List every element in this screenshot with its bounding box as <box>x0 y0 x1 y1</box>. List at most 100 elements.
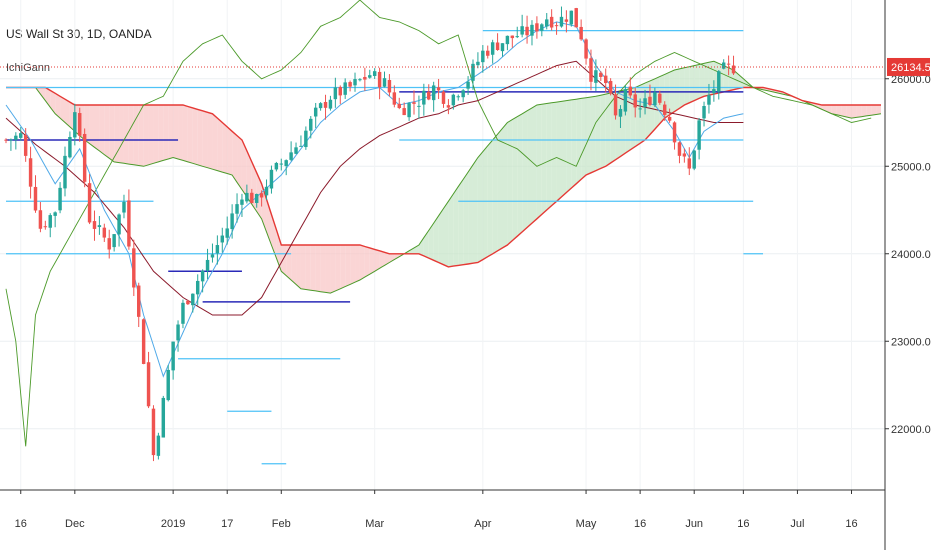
candle-body <box>279 163 284 165</box>
time-tick-label: 16 <box>737 518 749 530</box>
candle-body <box>245 192 249 202</box>
cloud-segment <box>448 193 454 267</box>
cloud-segment <box>556 101 562 202</box>
candle-body <box>9 139 13 141</box>
candle-body <box>436 87 441 91</box>
chart-title: US Wall St 30, 1D, OANDA <box>6 27 152 41</box>
candle-body <box>14 135 18 140</box>
price-axis-panel <box>885 0 932 550</box>
cloud-segment <box>364 246 370 278</box>
cloud-segment <box>55 93 61 119</box>
cloud-segment <box>640 83 646 144</box>
cloud-segment <box>143 105 149 167</box>
candle-body <box>564 19 569 22</box>
candle-body <box>677 142 682 156</box>
cloud-segment <box>123 105 129 165</box>
cloud-segment <box>428 223 434 261</box>
cloud-segment <box>699 63 705 99</box>
candle-body <box>431 85 436 101</box>
candle-body <box>584 39 588 59</box>
price-tick-label: 24000.0 <box>891 249 931 261</box>
cloud-segment <box>291 245 297 285</box>
candle-body <box>205 259 210 271</box>
cloud-segment <box>266 199 272 245</box>
cloud-segment <box>694 64 700 101</box>
candle-body <box>73 112 77 138</box>
candle-body <box>633 94 637 108</box>
cloud-segment <box>541 103 547 215</box>
candle-body <box>599 72 603 77</box>
candle-body <box>191 293 195 306</box>
candle-body <box>210 254 215 258</box>
candle-body <box>117 214 121 235</box>
candle-body <box>613 94 618 116</box>
candle-body <box>662 104 667 115</box>
candle-body <box>628 86 633 96</box>
candle-body <box>658 93 662 103</box>
cloud-segment <box>841 105 847 118</box>
price-tick-label: 26000.0 <box>891 74 931 86</box>
candle-body <box>200 270 205 282</box>
cloud-segment <box>389 253 395 263</box>
tenkan-sen-line <box>5 21 744 378</box>
cloud-segment <box>384 252 390 266</box>
candle-body <box>495 42 500 50</box>
cloud-segment <box>60 96 65 123</box>
candle-body <box>141 319 146 364</box>
candle-body <box>151 408 156 456</box>
cloud-segment <box>409 247 415 254</box>
candle-body <box>530 24 534 36</box>
candle-body <box>653 92 657 106</box>
candle-body <box>146 362 151 407</box>
candle-body <box>456 96 460 98</box>
candle-body <box>579 26 583 40</box>
cloud-segment <box>507 119 513 245</box>
cloud-segment <box>605 92 611 167</box>
candle-body <box>486 50 490 56</box>
cloud-segment <box>546 102 552 210</box>
cloud-segment <box>148 105 154 165</box>
time-tick-label: Dec <box>65 518 85 530</box>
price-tick-label: 25000.0 <box>891 161 931 173</box>
candle-body <box>721 62 726 69</box>
candle-body <box>137 285 141 317</box>
candle-body <box>672 122 677 143</box>
candle-body <box>638 108 642 110</box>
candle-body <box>318 103 323 109</box>
candle-body <box>471 63 475 81</box>
candle-body <box>372 71 377 76</box>
candle-body <box>161 397 166 438</box>
time-tick-label: 16 <box>845 518 857 530</box>
cloud-segment <box>45 87 51 108</box>
cloud-segment <box>350 245 356 285</box>
candle-body <box>540 24 544 31</box>
cloud-segment <box>551 102 557 206</box>
gann-levels <box>6 30 764 465</box>
cloud-segment <box>522 110 528 232</box>
candle-body <box>687 158 692 169</box>
candle-body <box>264 186 269 196</box>
candle-body <box>53 212 57 216</box>
cloud-segment <box>586 96 591 175</box>
cloud-segment <box>487 140 493 257</box>
candle-body <box>422 90 426 105</box>
cloud-segment <box>182 105 188 162</box>
candle-body <box>240 199 244 205</box>
cloud-segment <box>320 245 326 293</box>
cloud-segment <box>654 76 660 130</box>
candle-body <box>603 75 608 84</box>
candle-body <box>481 50 485 63</box>
candle-body <box>156 435 161 456</box>
candle-body <box>63 155 67 189</box>
cloud-segment <box>315 245 321 292</box>
price-tick-label: 22000.0 <box>891 424 931 436</box>
senkou-span-b-line <box>6 86 881 268</box>
cloud-segment <box>197 109 203 167</box>
candle-body <box>171 341 175 371</box>
cloud-segment <box>335 245 341 291</box>
cloud-segment <box>600 94 606 169</box>
candle-body <box>304 130 308 148</box>
candle-body <box>667 116 672 121</box>
candle-body <box>215 245 220 254</box>
